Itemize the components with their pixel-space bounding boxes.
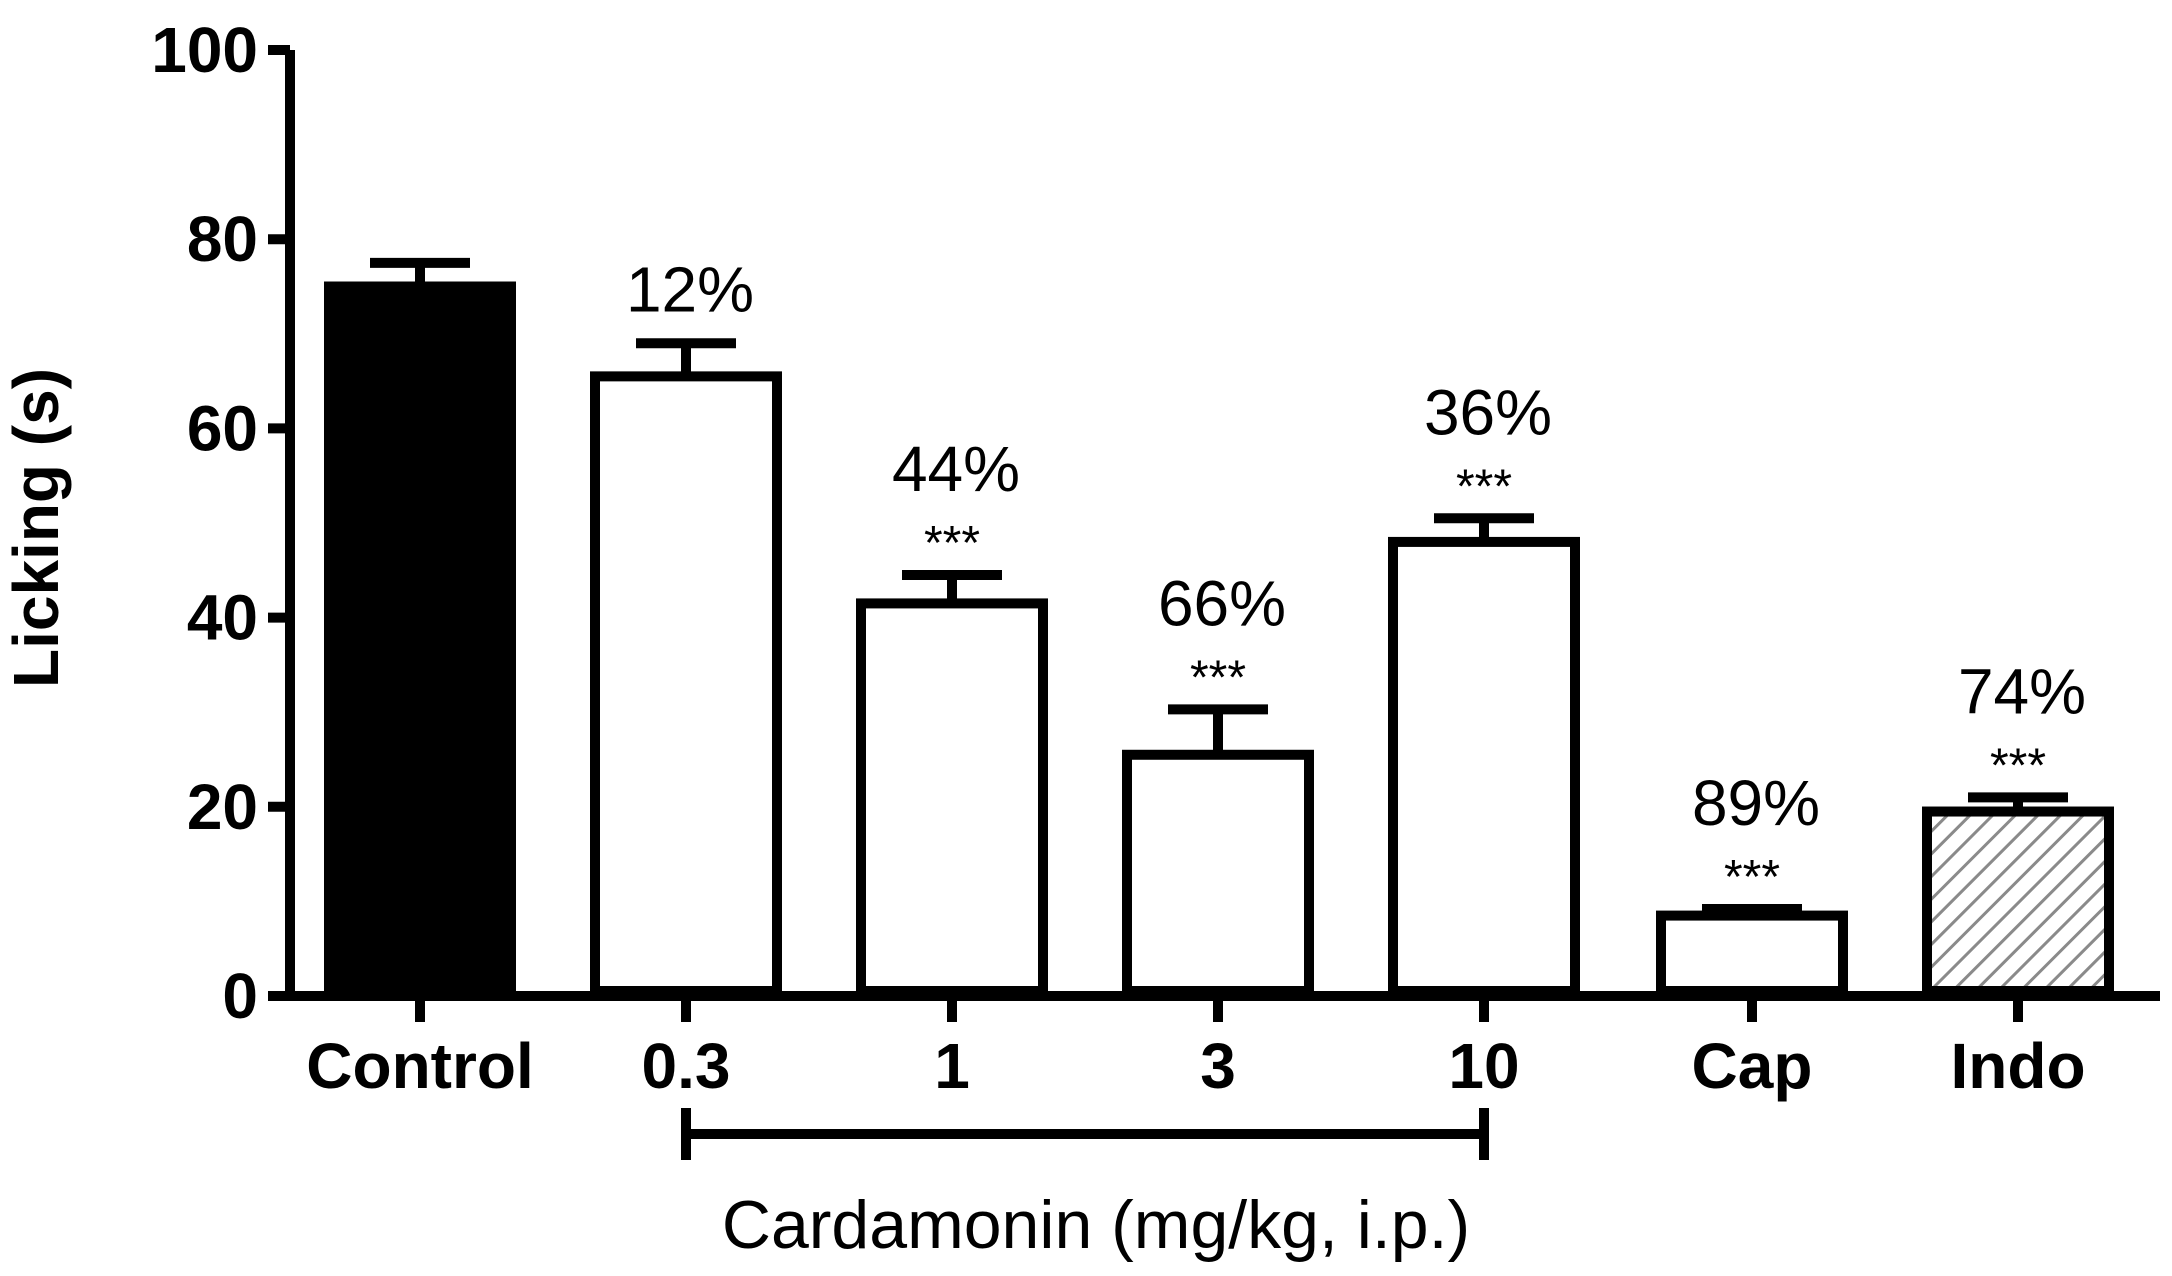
y-tick-label: 40 [187,582,258,654]
x-tick-label: 3 [1200,1030,1236,1102]
x-tick-label: Indo [1950,1030,2085,1102]
significance-label: *** [924,517,980,570]
x-tick-label: 0.3 [642,1030,731,1102]
significance-label: *** [1190,651,1246,704]
percent-label: 89% [1692,767,1820,839]
percent-label: 12% [626,253,754,325]
y-axis-label: Licking (s) [0,368,72,688]
bar-cap [1656,910,1848,997]
x-tick-label: Cap [1692,1030,1813,1102]
significance-label: *** [1456,460,1512,513]
x-tick-label: Control [306,1030,534,1102]
y-tick-label: 20 [187,771,258,843]
bar-10 [1388,536,1580,996]
labels: Control 0.3 12% 1 *** 44% 3 *** 66% 10 *** 36% Cap **… [306,253,2086,1102]
significance-label: *** [1724,851,1780,904]
percent-label: 36% [1424,376,1552,448]
bar-0-3 [590,371,782,996]
group-bracket-label: Cardamonin (mg/kg, i.p.) [722,1187,1470,1263]
x-tick-label: 1 [934,1030,970,1102]
bar-1 [856,598,1048,996]
y-tick-label: 0 [222,960,258,1032]
bar-control [324,281,516,996]
bars [324,257,2114,997]
x-tick-label: 10 [1448,1030,1519,1102]
bar-indo [1922,806,2114,997]
y-tick-label: 80 [187,203,258,275]
percent-label: 66% [1158,567,1286,639]
y-tick-label: 60 [187,392,258,464]
percent-label: 74% [1958,655,2086,727]
y-tick-label: 100 [151,14,258,86]
percent-label: 44% [892,433,1020,505]
bar-3 [1122,749,1314,997]
significance-label: *** [1990,739,2046,792]
